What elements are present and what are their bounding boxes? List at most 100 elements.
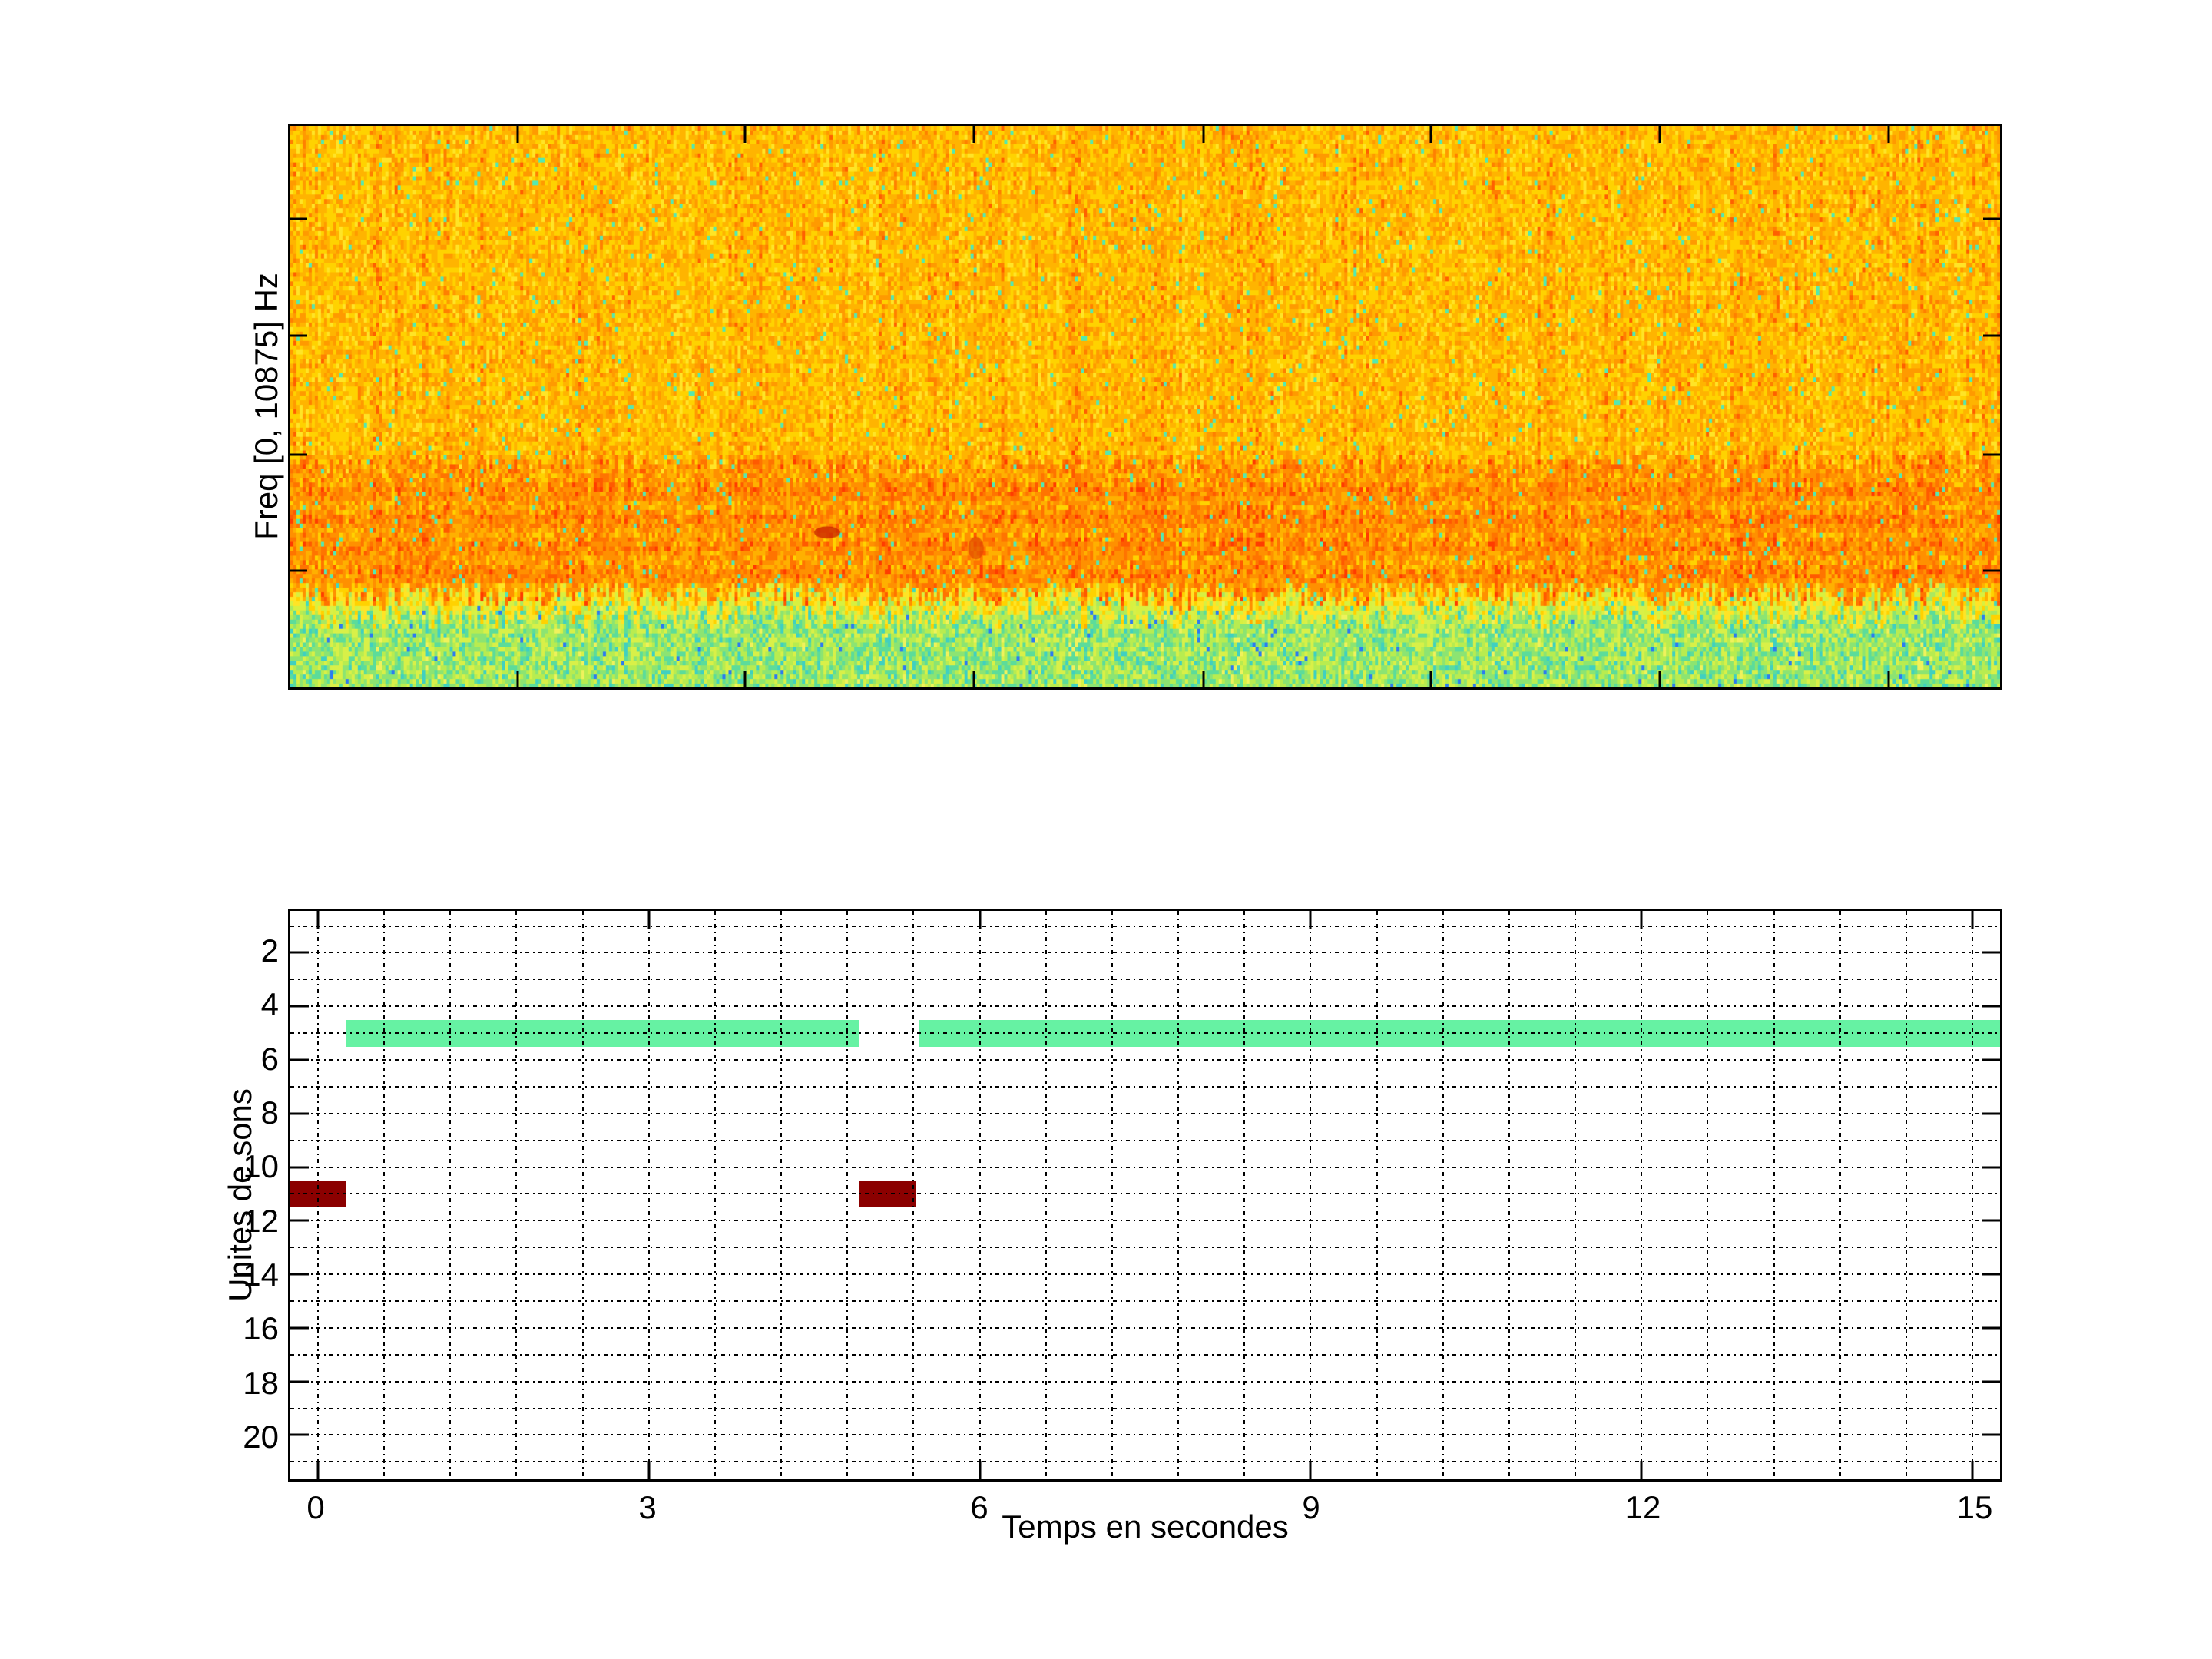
spectrogram-y-tick <box>290 453 307 456</box>
gridline-horizontal <box>290 1112 2000 1114</box>
x-axis-tick <box>316 911 320 929</box>
y-tick-label: 18 <box>243 1364 279 1401</box>
spectrogram-x-tick <box>1887 126 1890 143</box>
y-tick-label: 16 <box>243 1310 279 1347</box>
gridline-horizontal <box>290 1300 2000 1302</box>
x-axis-tick <box>1640 1461 1643 1479</box>
y-tick-label: 14 <box>243 1256 279 1293</box>
gridline-vertical <box>1972 911 1974 1479</box>
x-axis-tick <box>1640 911 1643 929</box>
spectrogram-x-tick <box>1202 671 1205 687</box>
x-tick-label: 6 <box>970 1489 988 1525</box>
x-axis-tick <box>647 1461 651 1479</box>
y-axis-tick <box>1982 1112 2000 1115</box>
spectrogram-y-tick <box>1983 569 2000 572</box>
gridline-horizontal <box>290 925 2000 927</box>
gridline-vertical <box>1442 911 1444 1479</box>
y-axis-tick <box>290 1058 309 1061</box>
spectrogram-y-tick <box>1983 217 2000 220</box>
gridline-horizontal <box>290 1273 2000 1276</box>
gridline-vertical <box>1045 911 1047 1479</box>
gridline-vertical <box>912 911 915 1479</box>
gridline-horizontal <box>290 1220 2000 1222</box>
gridline-horizontal <box>290 1058 2000 1061</box>
gridline-vertical <box>1376 911 1378 1479</box>
gridline-horizontal <box>290 1193 2000 1195</box>
y-tick-label: 2 <box>260 932 279 969</box>
timeline-axes <box>288 909 2002 1482</box>
x-tick-label: 0 <box>306 1489 325 1525</box>
y-axis-tick <box>1982 1166 2000 1169</box>
gridline-vertical <box>515 911 518 1479</box>
gridline-vertical <box>1310 911 1312 1479</box>
spectrogram-x-tick <box>1429 126 1432 143</box>
spectrogram-y-tick <box>290 569 307 572</box>
y-axis-tick <box>1982 1380 2000 1383</box>
gridline-vertical <box>1839 911 1841 1479</box>
spectrogram-x-tick <box>516 126 519 143</box>
timeline-xlabel: Temps en secondes <box>1002 1508 1289 1545</box>
gridline-horizontal <box>290 1005 2000 1008</box>
x-axis-tick <box>316 1461 320 1479</box>
spectrogram-y-tick <box>1983 453 2000 456</box>
y-axis-tick <box>290 1112 309 1115</box>
y-axis-tick <box>290 1273 309 1276</box>
y-axis-tick <box>1982 1273 2000 1276</box>
x-tick-label: 3 <box>638 1489 657 1525</box>
gridline-vertical <box>581 911 584 1479</box>
x-axis-tick <box>979 911 982 929</box>
x-axis-tick <box>647 911 651 929</box>
x-axis-tick <box>1971 1461 1974 1479</box>
gridline-vertical <box>1905 911 1907 1479</box>
gridline-vertical <box>979 911 981 1479</box>
spectrogram-x-tick <box>972 126 975 143</box>
gridline-vertical <box>714 911 716 1479</box>
y-axis-tick <box>1982 951 2000 954</box>
gridline-horizontal <box>290 1380 2000 1382</box>
gridline-horizontal <box>290 1353 2000 1356</box>
gridline-horizontal <box>290 1434 2000 1436</box>
y-tick-label: 12 <box>243 1202 279 1239</box>
y-axis-tick <box>1982 1326 2000 1330</box>
y-tick-label: 8 <box>260 1094 279 1131</box>
y-tick-label: 10 <box>243 1148 279 1185</box>
spectrogram-x-tick <box>972 671 975 687</box>
gridline-horizontal <box>290 1247 2000 1249</box>
spectrogram-x-tick <box>1658 671 1661 687</box>
gridline-vertical <box>316 911 319 1479</box>
gridline-horizontal <box>290 979 2000 981</box>
gridline-vertical <box>1111 911 1113 1479</box>
gridline-horizontal <box>290 1085 2000 1088</box>
gridline-vertical <box>1243 911 1246 1479</box>
spectrogram-axes <box>288 124 2002 690</box>
y-tick-label: 6 <box>260 1040 279 1077</box>
y-axis-tick <box>290 1166 309 1169</box>
gridline-horizontal <box>290 1407 2000 1409</box>
spectrogram-x-tick <box>743 671 747 687</box>
y-axis-tick <box>290 1005 309 1008</box>
gridline-vertical <box>1773 911 1775 1479</box>
spectrogram-x-tick <box>1658 126 1661 143</box>
x-axis-tick <box>1309 1461 1312 1479</box>
gridline-vertical <box>449 911 452 1479</box>
spectrogram-y-tick <box>1983 334 2000 337</box>
y-axis-tick <box>290 1433 309 1436</box>
y-axis-tick <box>1982 1433 2000 1436</box>
gridline-horizontal <box>290 1032 2000 1035</box>
y-tick-label: 20 <box>243 1418 279 1455</box>
x-axis-tick <box>979 1461 982 1479</box>
gridline-vertical <box>383 911 386 1479</box>
gridline-vertical <box>846 911 849 1479</box>
gridline-horizontal <box>290 1461 2000 1463</box>
x-axis-tick <box>1971 911 1974 929</box>
gridline-vertical <box>780 911 783 1479</box>
y-axis-tick <box>290 1380 309 1383</box>
gridline-horizontal <box>290 1166 2000 1168</box>
spectrogram-ylabel: Freq [0, 10875] Hz <box>248 273 284 540</box>
spectrogram-image <box>290 126 2000 687</box>
x-axis-tick <box>1309 911 1312 929</box>
y-axis-tick <box>290 1219 309 1222</box>
y-tick-label: 4 <box>260 986 279 1023</box>
gridline-vertical <box>647 911 650 1479</box>
